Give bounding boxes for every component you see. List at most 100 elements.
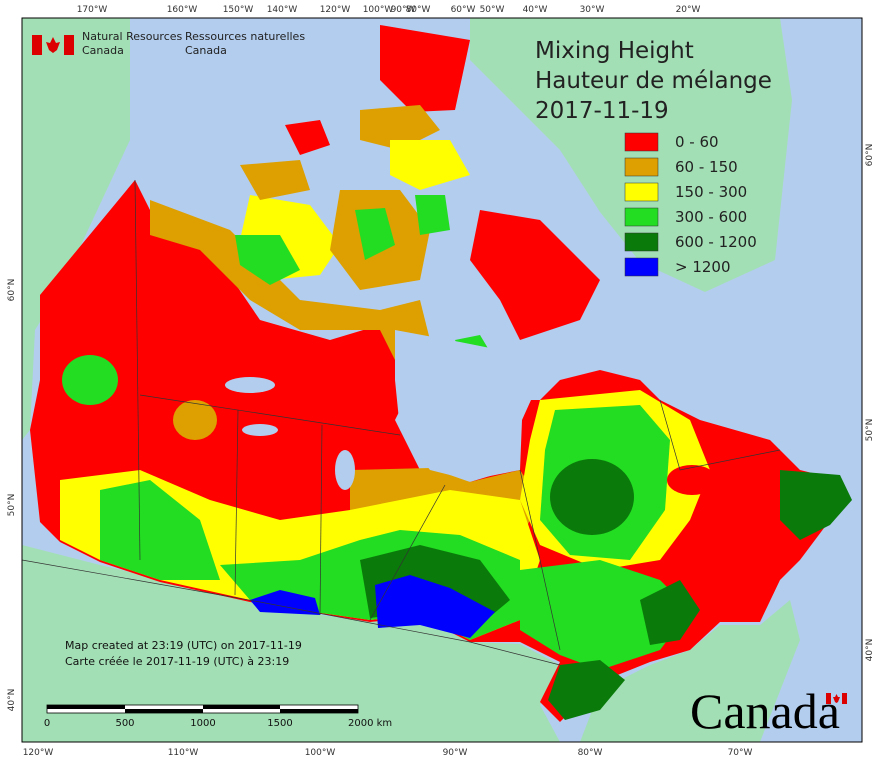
hudson-bay: [395, 330, 540, 480]
org-en: Canada: [82, 44, 124, 57]
region: [285, 120, 330, 155]
region: [375, 575, 495, 638]
graticule-label: 160°W: [167, 5, 198, 15]
region: [548, 660, 625, 720]
region: [150, 200, 430, 370]
lake: [335, 450, 355, 490]
legend-label: 600 - 1200: [675, 233, 757, 251]
lake: [225, 377, 275, 393]
scale-bar-seg: [203, 705, 280, 709]
region: [640, 580, 700, 645]
scale-bar-label: 2000 km: [348, 718, 392, 729]
title: 2017-11-19: [535, 98, 669, 124]
scale-bar-labels: 0 500 1000 1500 2000 km: [44, 718, 392, 729]
scale-bar: [46, 704, 359, 714]
usa-northeast: [580, 600, 800, 742]
region: [62, 355, 118, 405]
alaska: [22, 18, 130, 440]
nrcan-logo: [32, 35, 74, 55]
flag-bar: [32, 35, 42, 55]
region: [355, 208, 395, 260]
region: [667, 465, 717, 495]
border: [319, 424, 323, 616]
scale-bar-seg: [125, 709, 203, 713]
region: [240, 160, 310, 200]
graticule-label: 60°W: [451, 5, 476, 15]
region: [100, 480, 220, 580]
graticule-label: 110°W: [168, 748, 199, 758]
legend-label: 60 - 150: [675, 158, 738, 176]
graticule-label: 120°W: [320, 5, 351, 15]
graticule-label: 90°W: [443, 748, 468, 758]
legend-swatch: [624, 207, 659, 227]
graticule-label: 50°W: [480, 5, 505, 15]
graticule-label: 170°W: [77, 5, 108, 15]
scale-bar-label: 1500: [267, 718, 292, 729]
graticule-label: 140°W: [267, 5, 298, 15]
legend-swatch: [624, 232, 659, 252]
org-fr: Canada: [185, 44, 227, 57]
border: [139, 394, 401, 436]
usa: [22, 545, 560, 742]
footer-line: Map created at 23:19 (UTC) on 2017-11-19: [65, 639, 302, 652]
legend-label: 300 - 600: [675, 208, 747, 226]
graticule-label: 50°N: [7, 494, 17, 517]
province-borders: [21, 179, 781, 666]
graticule-label: 50°N: [865, 419, 875, 442]
graticule-label: 100°W: [363, 5, 394, 15]
legend-swatch: [624, 182, 659, 202]
graticule-label: 80°W: [578, 748, 603, 758]
region: [250, 590, 320, 615]
graticule-label: 90°W: [391, 5, 416, 15]
legend-label: 150 - 300: [675, 183, 747, 201]
flag-bar: [64, 35, 74, 55]
border: [659, 399, 781, 471]
graticule-labels: 170°W 160°W 150°W 140°W 120°W 100°W90°W80°W 60…: [7, 5, 875, 758]
title: Mixing Height: [535, 38, 694, 64]
map-frame: [21, 17, 863, 743]
title: Hauteur de mélange: [535, 68, 772, 94]
border: [519, 469, 561, 651]
maple-leaf: [46, 37, 60, 53]
region: [520, 560, 690, 670]
legend-label: 0 - 60: [675, 133, 719, 151]
scale-bar-label: 500: [115, 718, 134, 729]
border: [369, 484, 446, 621]
graticule-label: 150°W: [223, 5, 254, 15]
graticule-label: 100°W: [305, 748, 336, 758]
graticule-label: 40°W: [523, 5, 548, 15]
region: [173, 400, 217, 440]
org-en: Natural Resources: [82, 30, 183, 43]
org-fr: Ressources naturelles: [185, 30, 305, 43]
region: [360, 105, 440, 150]
legend-swatch: [624, 157, 659, 177]
flag-bar: [826, 693, 831, 704]
wordmark: Canada: [690, 683, 840, 739]
region: [390, 140, 470, 190]
graticule-label: 80°W: [406, 5, 431, 15]
wordmark-flag: [826, 693, 847, 704]
legend-swatch: [624, 132, 659, 152]
region: [415, 195, 450, 235]
region: [235, 235, 300, 285]
border: [21, 559, 561, 666]
border: [134, 179, 141, 561]
greenland: [470, 18, 792, 292]
graticule-label: 30°W: [580, 5, 605, 15]
maple-leaf: [833, 694, 840, 703]
graticule-label: 120°W: [23, 748, 54, 758]
legend-label: > 1200: [675, 258, 731, 276]
scale-bar-label: 0: [44, 718, 50, 729]
graticule-label: 60°N: [7, 279, 17, 302]
graticule-label: 20°W: [676, 5, 701, 15]
scale-bar-seg: [47, 705, 125, 709]
graticule-label: 40°N: [865, 639, 875, 662]
border: [234, 409, 239, 596]
region: [780, 470, 852, 540]
flag-bar: [842, 693, 847, 704]
legend-swatch: [624, 257, 659, 277]
footer-line: Carte créée le 2017-11-19 (UTC) à 23:19: [65, 655, 289, 668]
legend: 0 - 60 60 - 150 150 - 300 300 - 600 600 - 12…: [624, 132, 757, 277]
region: [550, 459, 634, 535]
